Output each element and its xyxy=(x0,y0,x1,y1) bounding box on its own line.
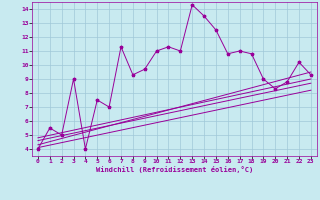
X-axis label: Windchill (Refroidissement éolien,°C): Windchill (Refroidissement éolien,°C) xyxy=(96,166,253,173)
